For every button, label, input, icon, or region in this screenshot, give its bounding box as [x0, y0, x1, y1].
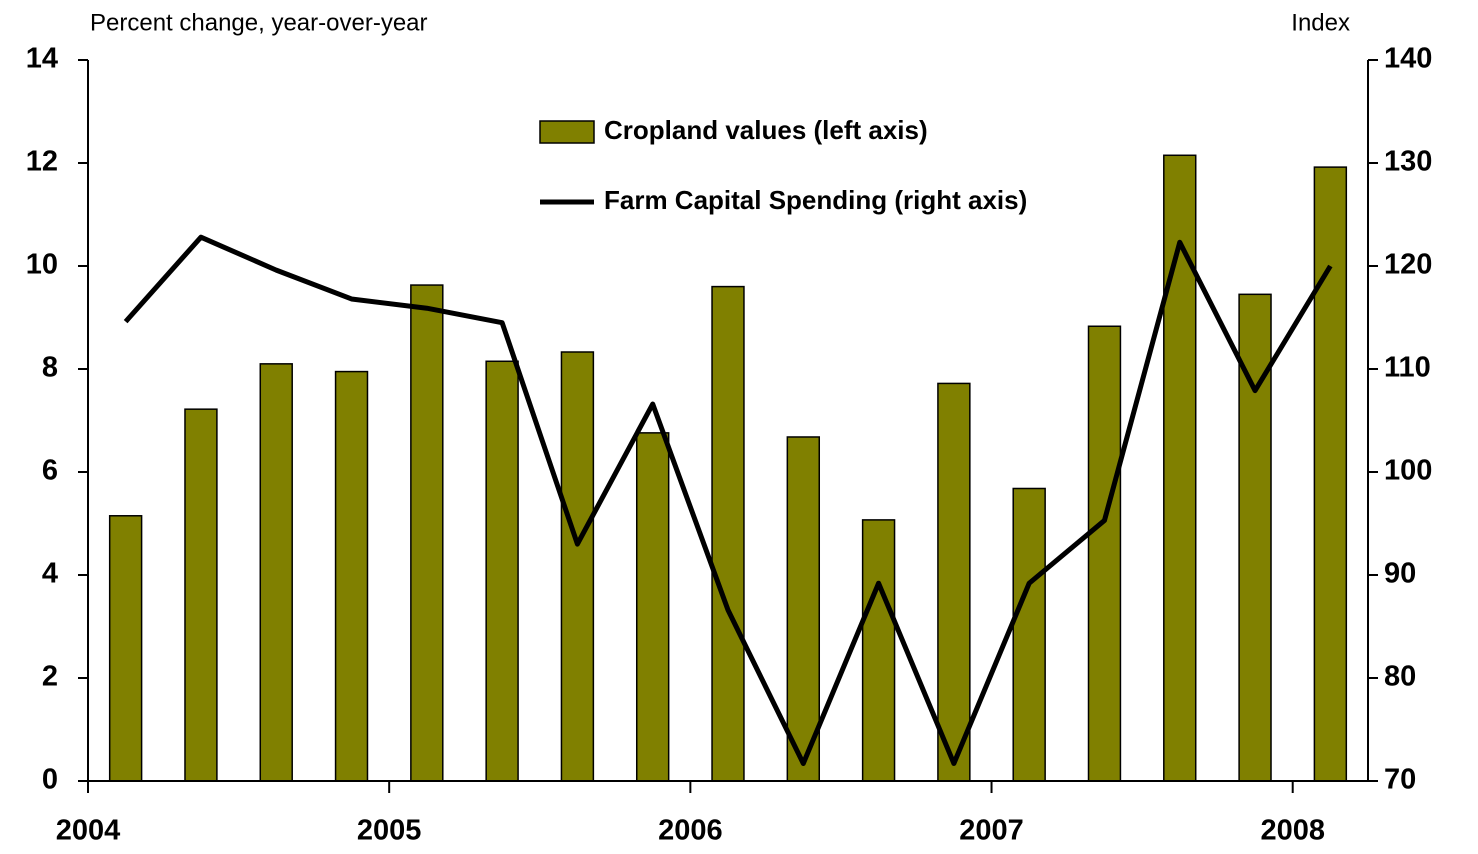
bar: [108, 515, 143, 782]
bar: [334, 370, 369, 782]
bar: [259, 363, 293, 782]
y-tick-label: 14: [26, 43, 58, 75]
bar: [560, 351, 595, 782]
bar: [861, 519, 896, 782]
y2-tick-label: 140: [1384, 43, 1432, 75]
y-axis-title: Percent change, year-over-year: [90, 9, 428, 36]
bar: [786, 436, 821, 782]
bar: [711, 285, 745, 782]
legend-label: Farm Capital Spending (right axis): [604, 185, 1027, 215]
y2-tick-label: 130: [1384, 146, 1432, 178]
legend-label: Cropland values (left axis): [604, 115, 928, 145]
y-tick-label: 4: [42, 558, 58, 590]
y-tick-label: 6: [42, 455, 58, 487]
y-tick-label: 8: [42, 352, 58, 384]
y-tick-label: 0: [42, 764, 58, 796]
x-tick-label: 2004: [56, 815, 121, 847]
bar: [1313, 166, 1348, 782]
bar: [937, 382, 971, 782]
y2-tick-label: 100: [1384, 455, 1432, 487]
y2-tick-label: 70: [1384, 764, 1416, 796]
bar: [410, 284, 444, 782]
y2-tick-label: 80: [1384, 661, 1416, 693]
x-tick-label: 2005: [357, 815, 422, 847]
y2-tick-label: 120: [1384, 249, 1432, 281]
x-tick-label: 2008: [1260, 815, 1325, 847]
x-tick-label: 2006: [658, 815, 723, 847]
bar: [184, 408, 218, 782]
y-tick-label: 2: [42, 661, 58, 693]
x-tick-label: 2007: [959, 815, 1024, 847]
bar: [1087, 325, 1122, 782]
y-tick-label: 12: [26, 146, 58, 178]
bar: [1012, 487, 1046, 782]
y2-tick-label: 90: [1384, 558, 1416, 590]
bar: [485, 360, 519, 782]
line: [123, 234, 1333, 766]
y2-axis-title: Index: [1291, 9, 1350, 36]
y-tick-label: 10: [26, 249, 58, 281]
bar: [635, 432, 670, 782]
y2-tick-label: 110: [1384, 352, 1431, 384]
legend-swatch: [539, 120, 595, 144]
